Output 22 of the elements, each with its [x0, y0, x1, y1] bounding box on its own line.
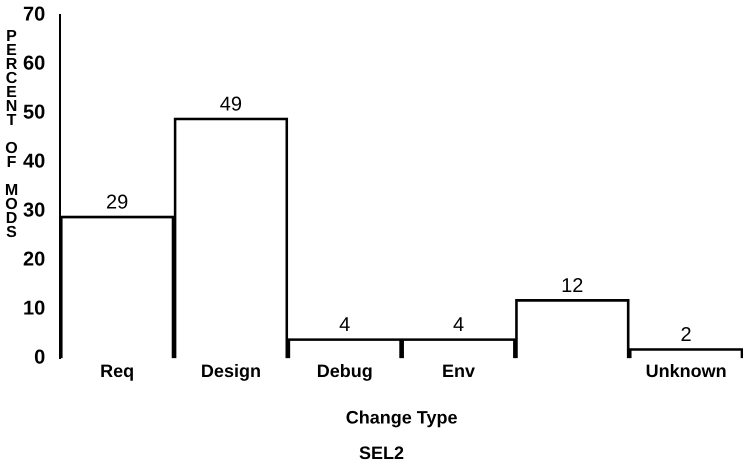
data-label: 4 — [452, 314, 464, 336]
x-axis-title: Change Type — [346, 408, 458, 428]
data-label: 12 — [561, 274, 584, 297]
y-tick-label: 0 — [34, 346, 46, 369]
data-label: 49 — [220, 93, 242, 116]
y-tick-label: 70 — [22, 4, 46, 26]
y-axis-title: PERCENT OF MODS — [2, 28, 20, 238]
x-tick-label: Req — [100, 360, 134, 381]
text: SEL2 — [358, 443, 404, 464]
data-label: 2 — [680, 324, 692, 346]
x-tick-label: Design — [200, 360, 261, 381]
data-label: 4 — [339, 314, 350, 336]
y-tick-label: 40 — [22, 150, 46, 173]
x-tick-label: Env — [442, 360, 476, 381]
y-tick-label: 50 — [22, 102, 46, 124]
y-tick-label: 10 — [22, 298, 46, 320]
x-tick-label: Debug — [316, 360, 373, 381]
y-tick-label: 30 — [22, 200, 46, 222]
y-tick-label: 20 — [22, 248, 46, 271]
data-label: 29 — [106, 192, 128, 214]
x-tick-label: Unknown — [646, 360, 727, 381]
y-tick-label: 60 — [22, 52, 46, 75]
